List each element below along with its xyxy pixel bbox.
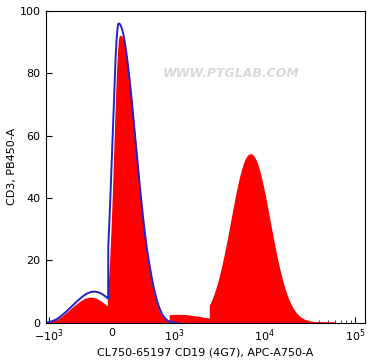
- Y-axis label: CD3, PB450-A: CD3, PB450-A: [7, 128, 17, 205]
- Text: WWW.PTGLAB.COM: WWW.PTGLAB.COM: [163, 67, 300, 80]
- X-axis label: CL750-65197 CD19 (4G7), APC-A750-A: CL750-65197 CD19 (4G7), APC-A750-A: [97, 347, 314, 357]
